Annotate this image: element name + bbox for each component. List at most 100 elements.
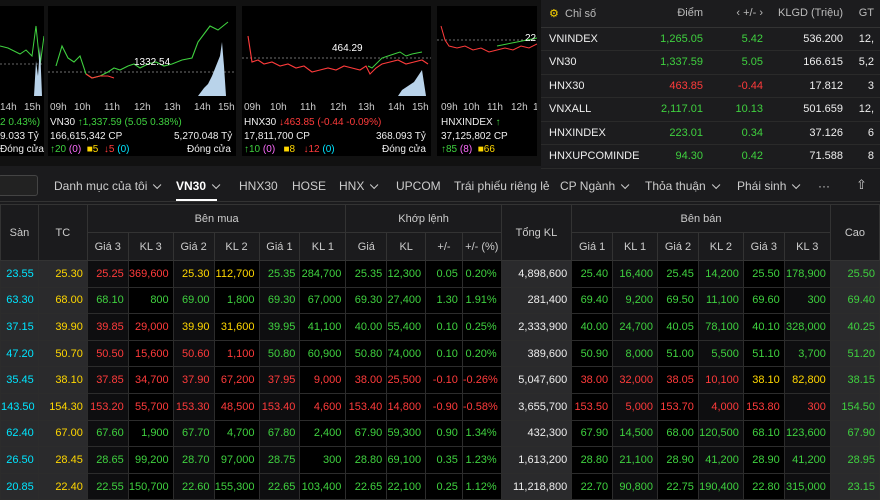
table-row[interactable]: 47.20 50.70 50.50 15,600 50.60 1,100 50.80 60,9…	[0, 339, 880, 368]
board-cell: 68.10	[742, 419, 785, 448]
table-row[interactable]: 62.40 67.00 67.60 1,900 67.70 4,700 67.80 2,400…	[0, 419, 880, 448]
table-row[interactable]: 143.50 154.30 153.20 55,700 153.30 48,500 153.…	[0, 392, 880, 421]
board-cell: 74,000	[386, 339, 427, 368]
mini-chart-hnxindex[interactable]: 22 09h 10h 11h 12h 13h HNXINDEX ↑ 37,125…	[437, 6, 537, 156]
tab-label: Phái sinh	[737, 179, 787, 193]
down-arrow-icon: ↓	[279, 117, 285, 128]
breadth-up: 85	[446, 144, 458, 155]
index-value: 5,2	[849, 50, 880, 75]
chart-hnx30-plot	[242, 35, 431, 96]
col-buy-0: Giá 3	[86, 232, 129, 261]
col-buy-3: KL 2	[213, 232, 260, 261]
table-row[interactable]: 23.55 25.30 25.25 369,600 25.30 112,700 25.35 2…	[0, 260, 880, 288]
board-cell: 21,100	[612, 446, 659, 474]
sort-icon: ‹	[736, 7, 744, 20]
upload-icon[interactable]: ⇧	[856, 177, 867, 192]
board-cell: 67.90	[345, 419, 388, 448]
tab-10[interactable]: ···	[818, 179, 830, 193]
index-header-point: Điểm	[649, 0, 709, 28]
index-row[interactable]: HNX30 463.85 -0.44 17.812 3	[541, 74, 880, 98]
board-cell: 0.05	[425, 260, 463, 288]
chart-hnxindex-breadth: ↑85 (8) ■66	[441, 144, 495, 155]
time-tick: 11h	[300, 102, 316, 113]
board-cell: -0.90	[425, 392, 463, 421]
board-cell: 153.20	[86, 392, 129, 421]
board-cell: 48,500	[213, 392, 260, 421]
board-cell: 38.00	[345, 366, 388, 394]
index-row[interactable]: HNXUPCOMINDE 94.30 0.42 71.588 8	[541, 144, 880, 169]
board-cell: 22.55	[86, 472, 129, 500]
board-cell: 14,200	[697, 260, 744, 288]
index-row[interactable]: VN30 1,337.59 5.05 166.615 5,2	[541, 50, 880, 75]
mini-chart-vn30[interactable]: 1332.54 09h 10h 11h 12h 13h 14h 15h VN30…	[48, 6, 236, 156]
board-cell: 284,700	[299, 260, 347, 288]
board-cell: 0.20%	[461, 260, 502, 288]
index-value: 3	[849, 74, 880, 98]
tab-2[interactable]: HNX30	[239, 179, 278, 193]
board-cell: 82,800	[783, 366, 831, 394]
table-row[interactable]: 26.50 28.45 28.65 99,200 28.70 97,000 28.75 300…	[0, 446, 880, 474]
symbol-search-input[interactable]	[0, 175, 38, 196]
board-cell: 37.15	[0, 313, 39, 341]
tab-5[interactable]: UPCOM	[396, 179, 441, 193]
board-cell: 9,200	[612, 286, 659, 315]
index-row[interactable]: VNXALL 2,117.01 10.13 501.659 12,	[541, 97, 880, 122]
chart-hnx30-breadth: ↑10 (0) ■8 ↓12 (0)	[244, 144, 335, 155]
index-row[interactable]: HNXINDEX 223.01 0.34 37.126 6	[541, 121, 880, 145]
time-tick: 09h	[244, 102, 261, 113]
tab-1[interactable]: VN30	[176, 179, 221, 201]
chart-partial-volume: 9.033 Tỷ	[0, 131, 39, 142]
board-cell: 50.80	[258, 339, 301, 368]
board-cell: 25.35	[345, 260, 388, 288]
tab-6[interactable]: Trái phiếu riêng lẻ	[454, 179, 550, 193]
board-cell: 27,400	[386, 286, 427, 315]
board-cell: 51.10	[742, 339, 785, 368]
board-cell: 153.50	[571, 392, 614, 421]
board-cell: 25.50	[742, 260, 785, 288]
breadth-ceiling: 8	[463, 144, 469, 155]
chart-vn30-cp: 166,615,342 CP	[50, 131, 123, 142]
time-tick: 11h	[104, 102, 120, 113]
board-cell: 143.50	[0, 392, 39, 421]
chart-hnxindex-title-row: HNXINDEX ↑	[441, 117, 500, 128]
col-group-buy: Bên mua	[86, 204, 347, 233]
index-volume: 17.812	[769, 74, 849, 98]
index-row[interactable]: VNINDEX 1,265.05 5.42 536.200 12,	[541, 27, 880, 51]
tab-9[interactable]: Phái sinh	[737, 179, 801, 193]
board-cell: 25.30	[37, 260, 88, 288]
board-cell: 67.00	[37, 419, 88, 448]
board-cell: -0.58%	[461, 392, 502, 421]
chevron-down-icon	[711, 180, 721, 190]
board-cell: 328,000	[783, 313, 831, 341]
tab-8[interactable]: Thỏa thuận	[645, 179, 721, 193]
gear-icon[interactable]: ⚙	[549, 7, 559, 20]
tab-3[interactable]: HOSE	[292, 179, 326, 193]
board-cell: 69.40	[829, 286, 880, 315]
time-tick: 14h	[388, 102, 405, 113]
table-row[interactable]: 35.45 38.10 37.85 34,700 37.90 67,200 37.95 9,0…	[0, 366, 880, 394]
board-cell: 0.25%	[461, 313, 502, 341]
mini-chart-partial[interactable]: 14h 15h 2 0.43%) 9.033 Tỷ Đóng cửa	[0, 6, 44, 156]
board-cell: 16,400	[612, 260, 659, 288]
tab-label: VN30	[176, 179, 207, 193]
col-group-sell: Bên bán	[571, 204, 831, 233]
breadth-up: 20	[55, 144, 67, 155]
board-cell: 40.00	[571, 313, 614, 341]
table-row[interactable]: 20.85 22.40 22.55 150,700 22.60 155,300 22.65 1…	[0, 472, 880, 500]
table-row[interactable]: 63.30 68.00 68.10 800 69.00 1,800 69.30 67,000 6…	[0, 286, 880, 315]
index-header-change: ‹ +/- ›	[709, 0, 769, 28]
table-row[interactable]: 37.15 39.90 39.85 29,000 39.90 31,600 39.95 41,…	[0, 313, 880, 341]
col-sell-1: KL 1	[612, 232, 659, 261]
board-cell: 39.90	[172, 313, 215, 341]
mini-chart-hnx30[interactable]: 464.29 09h 10h 11h 12h 13h 14h 15h HNX30…	[242, 6, 431, 156]
board-cell: 28.80	[345, 446, 388, 474]
tab-label: ···	[818, 179, 830, 193]
chart-hnxindex-cp: 37,125,802 CP	[441, 131, 508, 142]
tab-7[interactable]: CP Ngành	[560, 179, 630, 193]
board-cell: 300	[783, 392, 831, 421]
board-cell: 14,500	[612, 419, 659, 448]
tab-0[interactable]: Danh mục của tôi	[54, 179, 162, 193]
board-cell: 1.30	[425, 286, 463, 315]
tab-4[interactable]: HNX	[339, 179, 379, 193]
tab-label: HNX30	[239, 179, 278, 193]
